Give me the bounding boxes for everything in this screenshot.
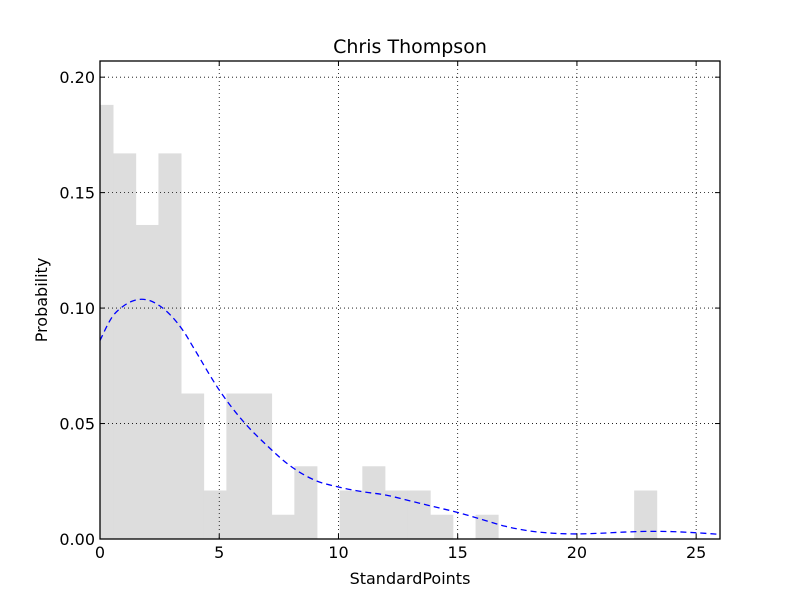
histogram-bar-3 xyxy=(158,153,182,539)
histogram-bar-11 xyxy=(339,490,363,539)
x-axis-label: StandardPoints xyxy=(350,569,471,588)
density-curve xyxy=(100,298,720,536)
y-axis-label: Probability xyxy=(32,258,51,343)
y-tick-label-0: 0.00 xyxy=(59,530,95,549)
histogram-bar-5 xyxy=(203,490,227,539)
histogram-bar-24 xyxy=(634,490,658,539)
x-tick-label-1: 5 xyxy=(214,543,224,562)
histogram-bars xyxy=(100,104,658,539)
plot-frame xyxy=(99,60,721,540)
histogram-bar-7 xyxy=(249,393,273,539)
histogram-bar-17 xyxy=(475,514,499,539)
histogram-bar-13 xyxy=(384,490,409,539)
y-tick-label-4: 0.20 xyxy=(59,68,95,87)
x-tick-label-0: 0 xyxy=(95,543,105,562)
y-tick-label-2: 0.10 xyxy=(59,299,95,318)
x-tick-label-2: 10 xyxy=(328,543,348,562)
x-tick-label-3: 15 xyxy=(448,543,468,562)
histogram-bar-14 xyxy=(407,490,431,539)
x-axis-ticks: 0 5 10 15 20 25 xyxy=(95,61,706,562)
y-tick-label-1: 0.05 xyxy=(59,415,95,434)
x-tick-label-5: 25 xyxy=(686,543,706,562)
x-tick-label-4: 20 xyxy=(567,543,587,562)
y-tick-label-3: 0.15 xyxy=(59,184,95,203)
histogram-bar-9 xyxy=(294,466,318,539)
histogram-bar-12 xyxy=(362,466,386,539)
histogram-bar-6 xyxy=(226,393,250,539)
chart-title: Chris Thompson xyxy=(333,36,487,58)
histogram-bar-1 xyxy=(113,153,137,539)
histogram-bar-8 xyxy=(271,514,295,539)
histogram-bar-0 xyxy=(100,104,114,539)
histogram-bar-4 xyxy=(181,393,205,539)
histogram-bar-15 xyxy=(430,514,454,539)
y-axis-ticks: 0.00 0.05 0.10 0.15 0.20 xyxy=(59,68,720,549)
histogram-bar-2 xyxy=(135,224,159,539)
